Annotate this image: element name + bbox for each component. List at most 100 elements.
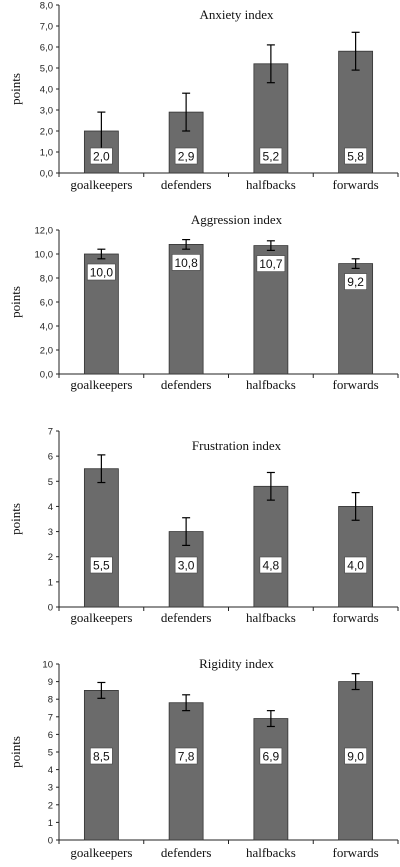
y-tick-label: 0,0 (40, 370, 53, 381)
y-tick-label: 6,0 (40, 43, 53, 54)
y-axis-label: points (8, 503, 23, 535)
y-tick-label: 2 (48, 800, 53, 811)
y-tick-label: 2,0 (40, 346, 53, 357)
data-label: 10,0 (90, 266, 114, 280)
y-axis-label: points (8, 286, 23, 318)
category-label: defenders (161, 177, 212, 192)
category-label: forwards (333, 845, 379, 860)
y-tick-label: 3 (48, 783, 53, 794)
data-label-box (90, 147, 113, 165)
y-tick-label: 0 (48, 836, 53, 847)
y-tick-label: 8 (48, 695, 53, 706)
data-label-box (87, 263, 116, 281)
data-label-box (344, 147, 367, 165)
data-label-box (344, 556, 367, 574)
data-label-box (174, 747, 198, 765)
category-label: defenders (161, 610, 212, 625)
category-label: halfbacks (246, 610, 296, 625)
rigidity-index-chart: points 0 1 2 3 4 5 6 7 8 9 10 8,5 goalkeepers 7,8 defen… (8, 656, 399, 860)
category-label: goalkeepers (70, 377, 132, 392)
data-label: 6,9 (263, 750, 280, 764)
y-tick-label: 1 (48, 818, 53, 829)
y-tick-label: 6,0 (40, 298, 53, 309)
bar (83, 690, 119, 841)
y-tick-label: 4 (48, 502, 53, 513)
chart-title: Frustration index (192, 438, 282, 453)
category-label: forwards (333, 377, 379, 392)
y-tick-label: 5 (48, 748, 53, 759)
frustration-index-chart: points 0 1 2 3 4 5 6 7 5,5 goalkeepers 3,0 defenders… (8, 427, 399, 625)
bar (253, 718, 289, 841)
chart-title: Rigidity index (199, 656, 274, 671)
anxiety-index-chart: points 0,0 1,0 2,0 3,0 4,0 5,0 6,0 7,0 8,0 2,0 goal… (8, 1, 399, 192)
category-label: forwards (333, 610, 379, 625)
data-label: 9,0 (347, 750, 364, 764)
category-label: defenders (161, 377, 212, 392)
data-label: 7,8 (178, 750, 195, 764)
bar (338, 681, 374, 841)
data-label-box (174, 147, 198, 165)
y-tick-label: 4,0 (40, 85, 53, 96)
category-label: halfbacks (246, 845, 296, 860)
category-label: goalkeepers (70, 845, 132, 860)
category-label: halfbacks (246, 377, 296, 392)
y-tick-label: 12,0 (35, 226, 54, 237)
y-tick-label: 8,0 (40, 1, 53, 12)
y-tick-label: 6 (48, 730, 53, 741)
y-tick-label: 7,0 (40, 22, 53, 33)
category-label: halfbacks (246, 177, 296, 192)
category-label: defenders (161, 845, 212, 860)
bar (83, 468, 119, 608)
y-tick-label: 8,0 (40, 274, 53, 285)
data-label: 9,2 (347, 275, 364, 289)
y-tick-label: 4,0 (40, 322, 53, 333)
chart-title: Anxiety index (199, 7, 274, 22)
data-label: 2,9 (178, 150, 195, 164)
y-tick-label: 4 (48, 765, 53, 776)
data-label-box (344, 747, 367, 765)
data-label: 5,5 (93, 559, 110, 573)
data-label-box (259, 747, 283, 765)
data-label: 4,8 (263, 559, 280, 573)
y-tick-label: 1 (48, 577, 53, 588)
data-label: 4,0 (347, 559, 364, 573)
y-tick-label: 3 (48, 527, 53, 538)
data-label-box (259, 556, 283, 574)
category-label: goalkeepers (70, 177, 132, 192)
bar (338, 50, 374, 174)
y-tick-label: 10,0 (35, 250, 54, 261)
y-tick-label: 9 (48, 677, 53, 688)
data-label: 3,0 (178, 559, 195, 573)
data-label: 2,0 (93, 150, 110, 164)
data-label: 10,7 (259, 257, 283, 271)
data-label: 5,2 (263, 150, 280, 164)
y-axis-label: points (8, 73, 23, 105)
y-tick-label: 10 (42, 660, 53, 671)
y-tick-label: 2,0 (40, 127, 53, 138)
data-label-box (90, 556, 113, 574)
category-label: goalkeepers (70, 610, 132, 625)
y-tick-label: 7 (48, 427, 53, 438)
data-label-box (256, 255, 286, 272)
data-label-box (90, 747, 113, 765)
y-tick-label: 7 (48, 712, 53, 723)
y-tick-label: 1,0 (40, 148, 53, 159)
data-label-box (174, 556, 198, 574)
y-tick-label: 0,0 (40, 169, 53, 180)
data-label-box (259, 147, 283, 165)
y-tick-label: 0 (48, 603, 53, 614)
y-axis-label: points (8, 736, 23, 768)
y-tick-label: 2 (48, 552, 53, 563)
y-tick-label: 5,0 (40, 64, 53, 75)
data-label: 5,8 (347, 150, 364, 164)
data-label: 10,8 (174, 256, 198, 270)
bar (168, 702, 204, 841)
y-tick-label: 6 (48, 452, 53, 463)
chart-title: Aggression index (191, 212, 283, 227)
y-tick-label: 5 (48, 477, 53, 488)
bar (253, 485, 289, 608)
data-label-box (344, 273, 367, 290)
y-tick-label: 3,0 (40, 106, 53, 117)
category-label: forwards (333, 177, 379, 192)
